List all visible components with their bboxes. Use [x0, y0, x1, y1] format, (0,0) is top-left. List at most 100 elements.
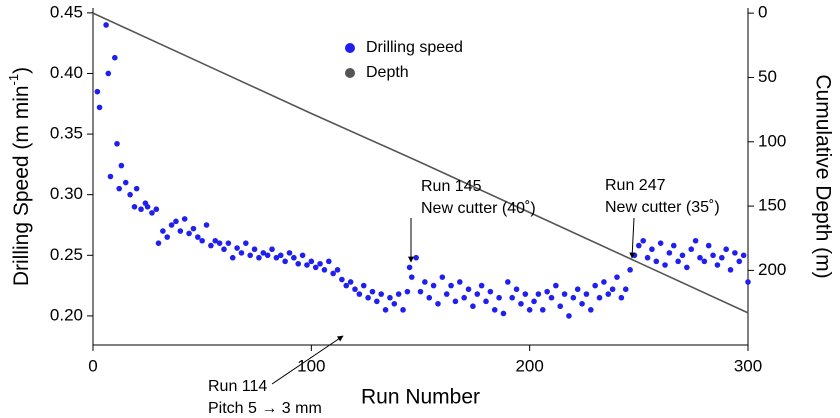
annotation-text: New cutter (35˚)	[605, 199, 720, 216]
data-point	[535, 291, 542, 297]
data-point	[321, 267, 328, 273]
annotation-text: Pitch 5 → 3 mm	[208, 400, 322, 413]
data-point	[282, 258, 288, 265]
data-point	[588, 307, 594, 313]
y-tick-label: 0.30	[50, 184, 83, 203]
data-point	[570, 294, 577, 301]
data-point	[653, 258, 660, 265]
data-point	[212, 237, 219, 244]
data-point	[422, 279, 428, 285]
data-point	[138, 206, 144, 213]
annotation-arrow	[629, 217, 636, 259]
data-point	[208, 242, 214, 249]
data-point	[470, 303, 476, 310]
data-point	[465, 286, 472, 293]
data-point	[614, 274, 620, 280]
data-point	[487, 288, 494, 295]
data-point	[229, 254, 236, 261]
data-point	[736, 258, 743, 265]
data-point	[112, 54, 118, 61]
data-point	[96, 104, 103, 111]
data-point	[186, 230, 192, 237]
data-point	[443, 291, 450, 297]
data-point	[395, 291, 402, 297]
data-point	[400, 307, 406, 313]
y-tick-label: 0.35	[50, 124, 83, 143]
data-point	[339, 276, 345, 283]
data-point	[173, 218, 179, 225]
data-point	[548, 294, 555, 301]
data-point	[474, 291, 481, 297]
data-point	[251, 246, 258, 253]
data-point	[627, 267, 633, 273]
data-point	[122, 179, 129, 186]
data-point	[133, 185, 140, 192]
data-point	[378, 291, 385, 297]
data-point	[518, 300, 524, 307]
data-point	[679, 252, 686, 259]
data-point	[131, 204, 138, 210]
data-point	[491, 307, 498, 313]
data-point	[264, 252, 271, 259]
data-point	[116, 185, 122, 192]
depth-line	[92, 12, 749, 314]
data-point	[596, 294, 603, 301]
data-point	[448, 282, 454, 289]
data-point	[710, 252, 716, 259]
data-point	[666, 250, 673, 256]
data-point	[714, 262, 721, 268]
data-point	[439, 274, 446, 280]
data-point	[295, 260, 302, 267]
data-point	[181, 216, 188, 222]
data-point	[243, 240, 249, 246]
data-point	[505, 279, 511, 285]
data-point	[684, 264, 690, 271]
data-point	[553, 282, 559, 289]
data-point	[352, 286, 358, 293]
y-tick-label: 0.40	[50, 63, 83, 82]
annotation-text: New cutter (40˚)	[421, 200, 536, 217]
data-point	[256, 254, 262, 261]
data-point	[317, 260, 323, 267]
annotation-arrow	[271, 335, 344, 385]
data-point	[522, 291, 529, 297]
data-point	[360, 282, 367, 289]
data-point	[583, 291, 590, 297]
data-point	[199, 237, 205, 244]
annotation-text: Run 145	[421, 178, 482, 195]
data-point	[675, 258, 681, 265]
data-point	[382, 307, 389, 313]
data-point	[574, 286, 581, 293]
data-point	[513, 286, 520, 293]
data-point	[649, 246, 655, 253]
data-point	[483, 298, 489, 305]
y2-tick-label: 0	[758, 3, 767, 22]
data-point	[177, 228, 184, 234]
data-point	[190, 225, 197, 232]
data-point	[740, 252, 747, 259]
y-axis-title-part: )	[10, 67, 33, 74]
y-tick-label: 0.45	[50, 2, 83, 21]
x-tick-label: 0	[88, 356, 97, 375]
data-point	[286, 250, 293, 256]
data-point	[697, 254, 703, 261]
x-tick-label: 200	[515, 356, 543, 375]
x-tick-label: 300	[734, 356, 762, 375]
data-point	[413, 254, 419, 261]
data-point	[408, 274, 415, 280]
data-point	[662, 262, 668, 268]
data-point	[153, 206, 160, 213]
data-point	[509, 294, 515, 301]
data-point	[557, 303, 564, 310]
data-point	[107, 173, 114, 180]
legend-label: Drilling speed	[366, 39, 463, 56]
y2-tick-label: 50	[758, 67, 777, 86]
data-point	[308, 258, 315, 265]
data-point	[326, 258, 332, 265]
legend-label: Depth	[366, 64, 409, 81]
data-point	[531, 298, 537, 305]
data-point	[149, 210, 155, 216]
data-point	[544, 288, 550, 295]
data-point	[238, 250, 245, 256]
y2-tick-label: 100	[758, 131, 786, 150]
